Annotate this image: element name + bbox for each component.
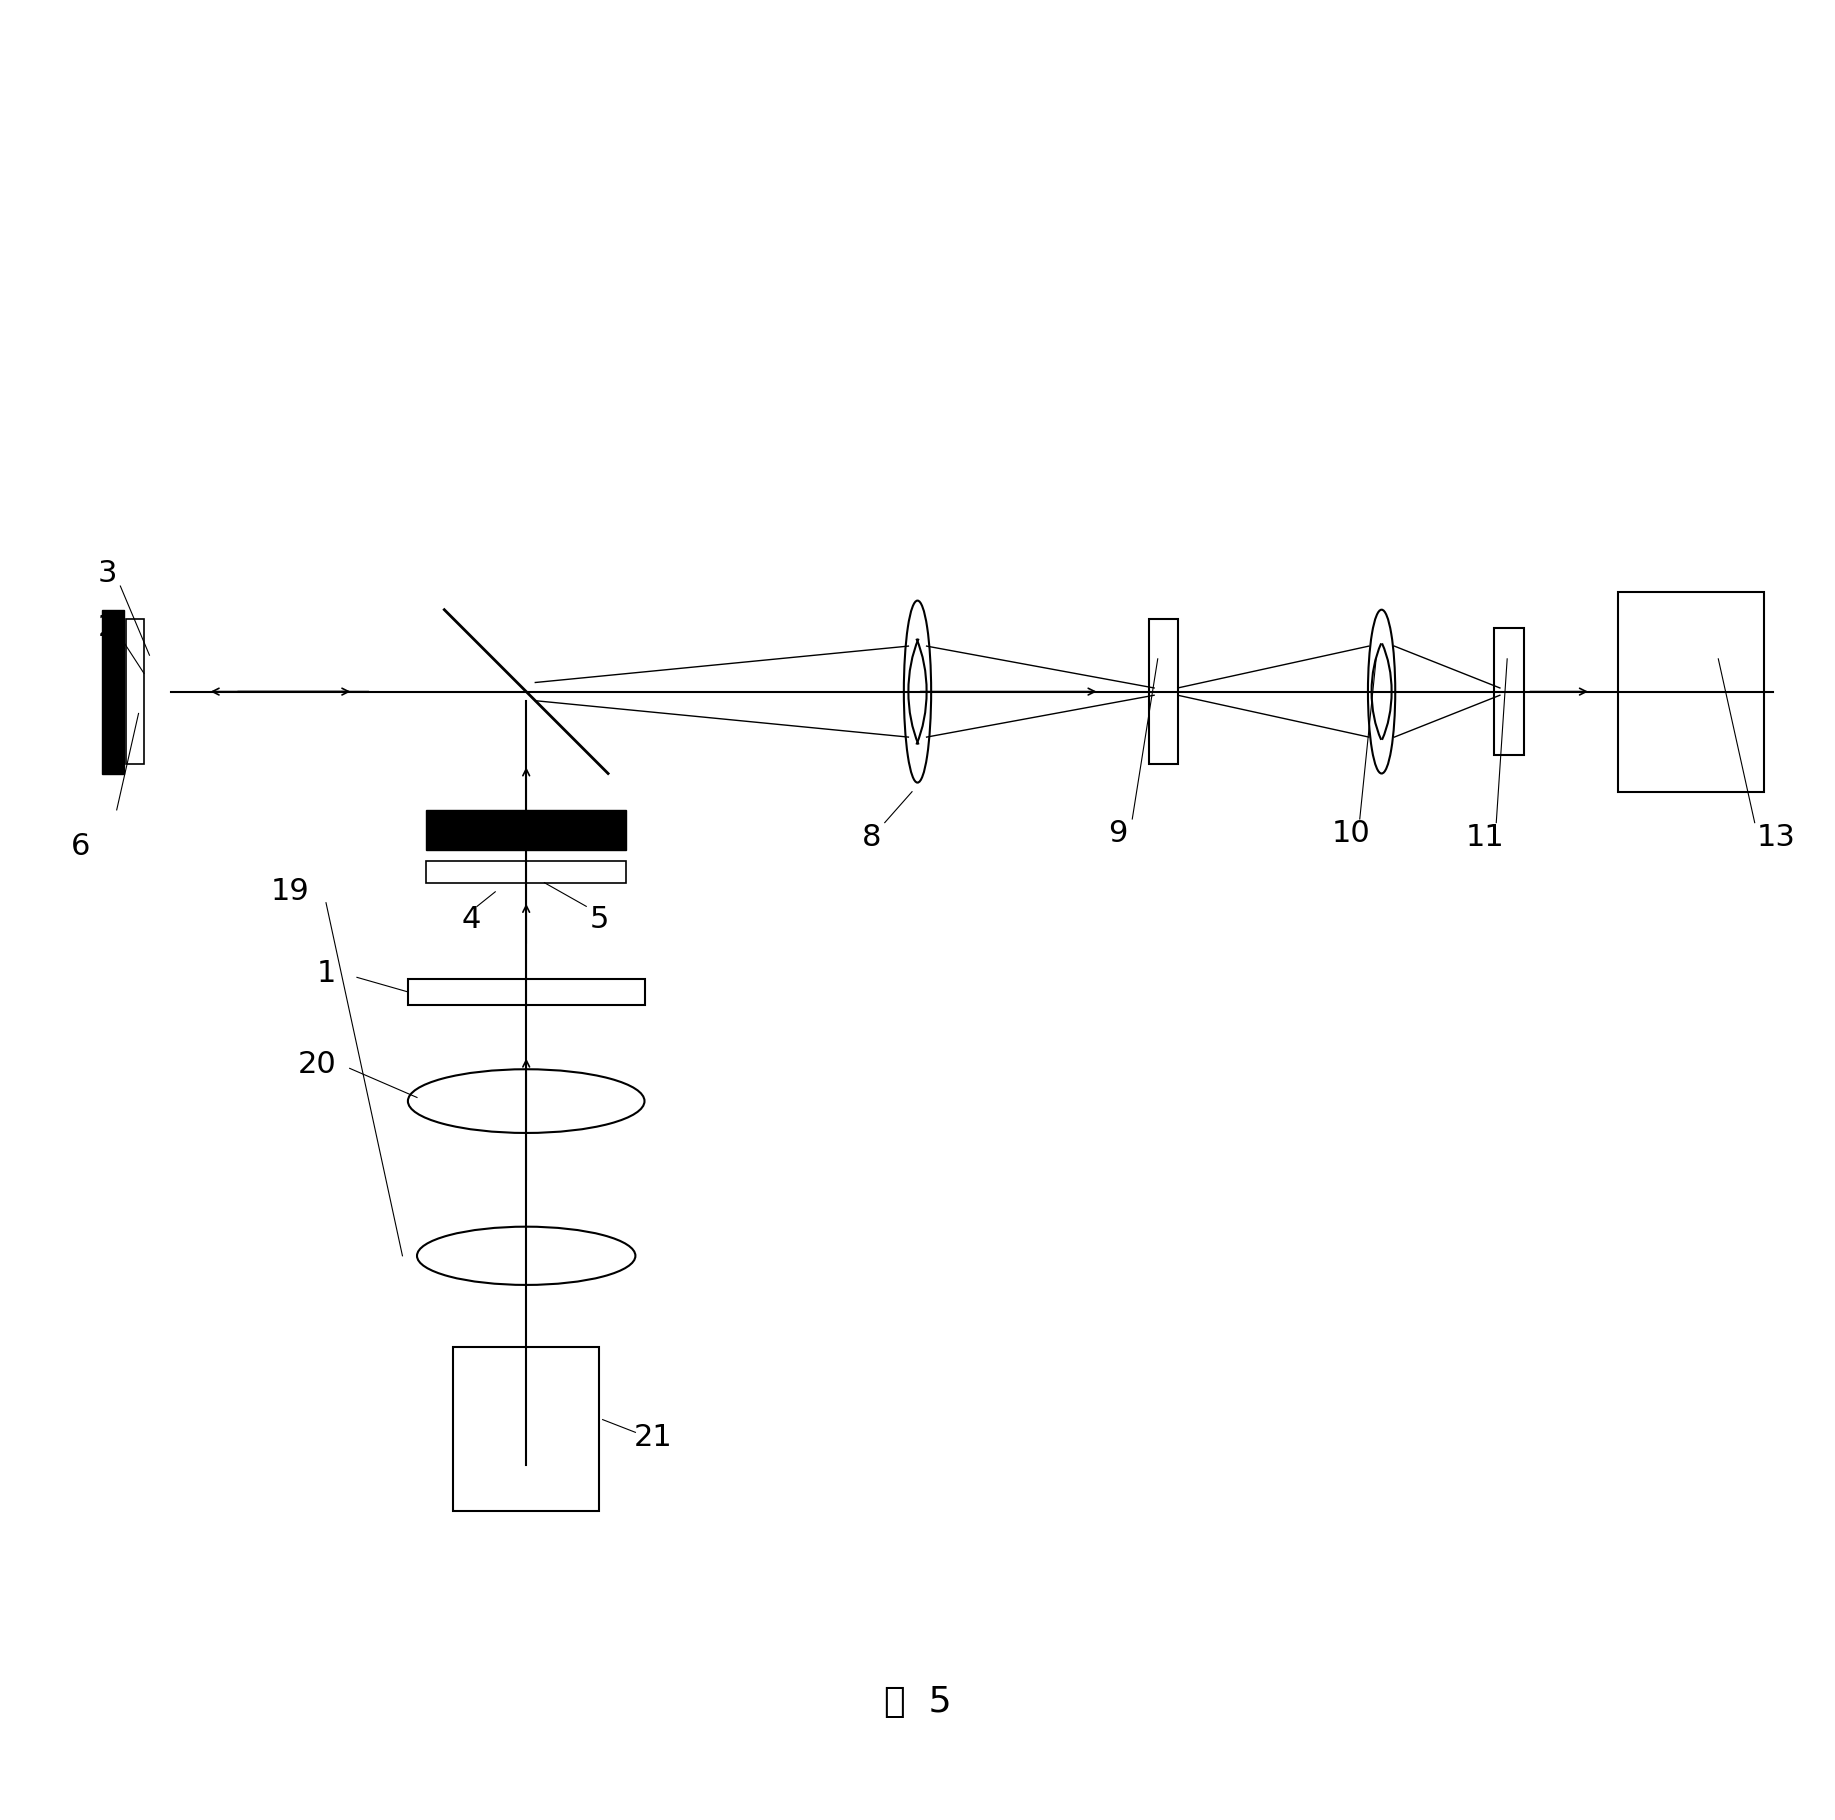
- Text: 21: 21: [635, 1423, 673, 1452]
- Text: 1: 1: [316, 959, 336, 988]
- Text: 10: 10: [1330, 819, 1371, 848]
- Bar: [127, 619, 143, 764]
- Bar: [426, 810, 626, 850]
- Text: 图  5: 图 5: [884, 1685, 951, 1718]
- Text: 8: 8: [862, 823, 883, 852]
- Bar: [407, 979, 644, 1005]
- Ellipse shape: [417, 1227, 635, 1285]
- Ellipse shape: [1367, 610, 1395, 774]
- Ellipse shape: [407, 1070, 644, 1132]
- Text: 5: 5: [589, 905, 609, 934]
- Text: 19: 19: [270, 877, 308, 906]
- Text: 20: 20: [297, 1050, 336, 1079]
- Ellipse shape: [905, 601, 930, 783]
- Text: 6: 6: [70, 832, 90, 861]
- Text: 11: 11: [1466, 823, 1505, 852]
- Bar: [1618, 592, 1763, 792]
- Text: 9: 9: [1108, 819, 1127, 848]
- Text: 13: 13: [1758, 823, 1796, 852]
- Bar: [426, 861, 626, 883]
- Text: 2: 2: [97, 613, 117, 642]
- Bar: [103, 610, 125, 774]
- Bar: [1494, 628, 1523, 755]
- Bar: [453, 1347, 598, 1511]
- Bar: [1149, 619, 1178, 764]
- Text: 3: 3: [97, 559, 117, 588]
- Text: 4: 4: [462, 905, 481, 934]
